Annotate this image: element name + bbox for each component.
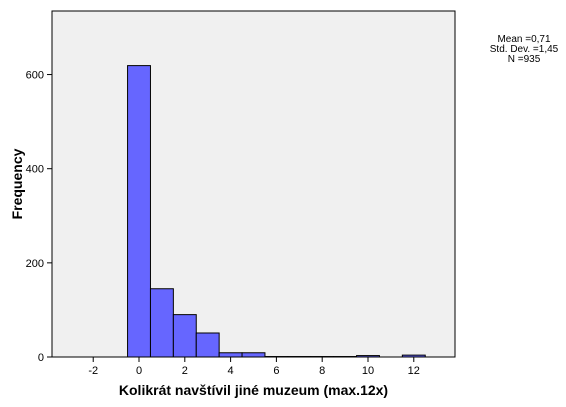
y-tick-label: 400: [26, 164, 44, 176]
x-tick-label: 6: [273, 365, 279, 377]
histogram-bar: [242, 353, 265, 357]
y-tick-label: 0: [38, 352, 44, 364]
x-tick-label: 8: [319, 365, 325, 377]
histogram-bar: [128, 66, 151, 357]
histogram-bar: [219, 353, 242, 357]
histogram-bar: [402, 355, 425, 357]
x-tick-label: 0: [136, 365, 142, 377]
x-tick-label: 2: [182, 365, 188, 377]
y-axis-title: Frequency: [9, 148, 25, 219]
x-tick-label: 4: [228, 365, 234, 377]
histogram-bar: [173, 315, 196, 357]
x-tick-label: 12: [408, 365, 420, 377]
x-axis-title: Kolikrát navštívil jiné muzeum (max.12x): [119, 382, 388, 398]
histogram-bar: [196, 333, 219, 357]
x-tick-label: 10: [362, 365, 374, 377]
y-tick-label: 200: [26, 258, 44, 270]
stats-box: Mean =0,71 Std. Dev. =1,45 N =935: [490, 34, 559, 65]
x-tick-label: -2: [88, 365, 98, 377]
histogram-bar: [357, 356, 380, 357]
stats-n: N =935: [508, 54, 541, 65]
y-tick-label: 600: [26, 70, 44, 82]
histogram-bar: [150, 289, 173, 357]
plot-area: [52, 11, 455, 357]
